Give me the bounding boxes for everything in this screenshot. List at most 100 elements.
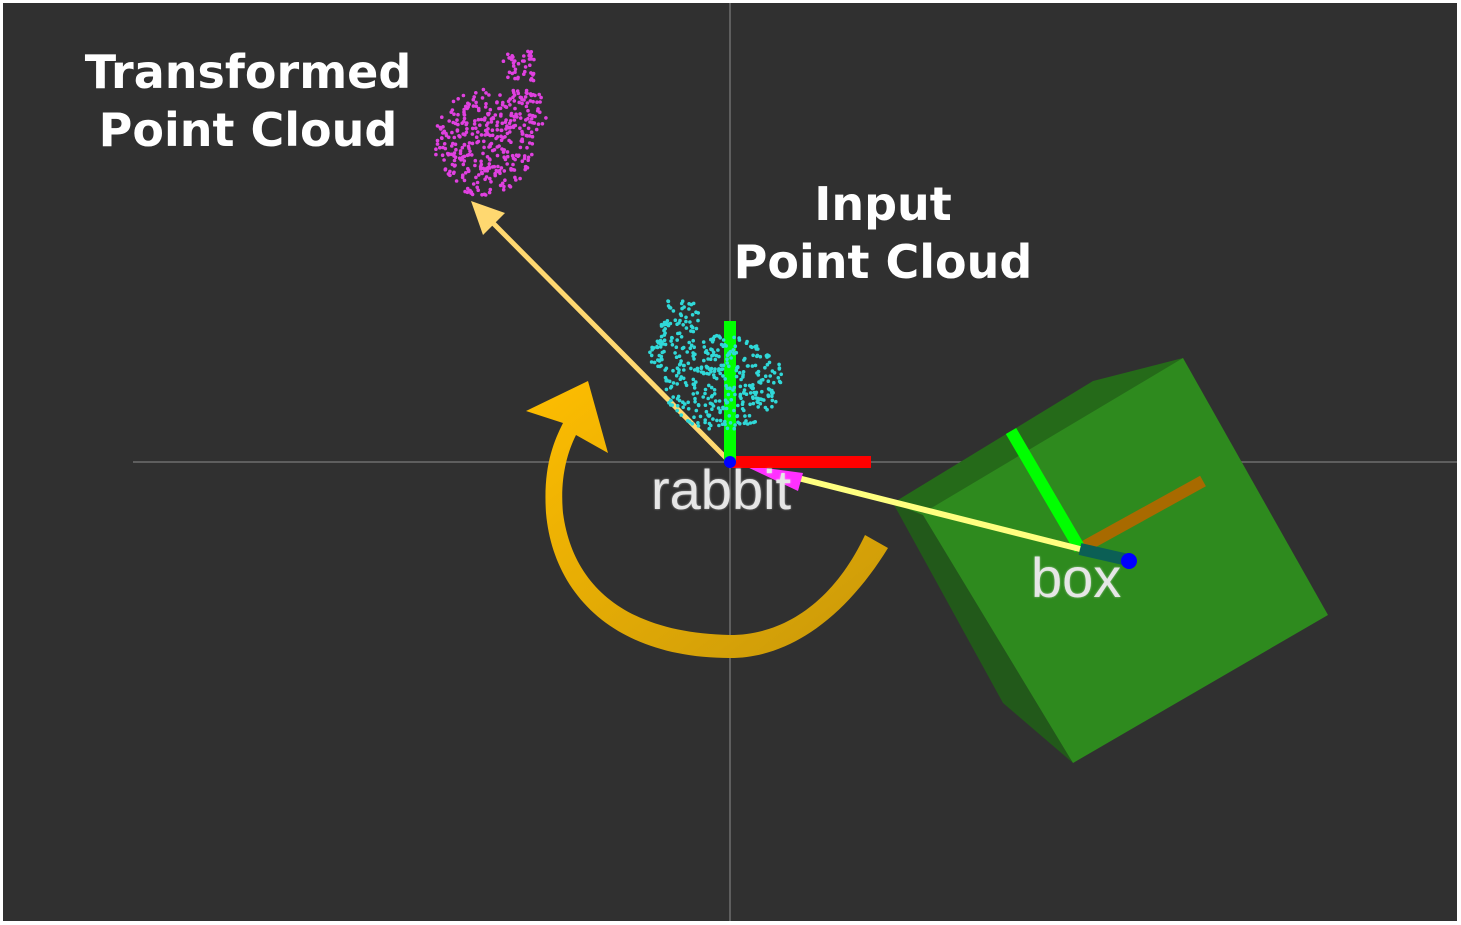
cloud-point [679,375,684,379]
cloud-point [770,404,774,409]
cloud-point [692,345,696,350]
cloud-point [435,138,440,143]
cloud-point [692,386,697,390]
translation-arrow-shaft [491,221,732,464]
cloud-point [475,180,480,185]
cloud-point [658,338,663,343]
cloud-point [495,153,500,158]
cloud-point [748,391,753,395]
cloud-point [725,361,729,365]
cloud-point [710,394,714,398]
cloud-point [529,50,534,54]
cloud-point [671,381,676,385]
rabbit-frame-label: rabbit [651,458,792,521]
cloud-point [474,175,478,180]
cloud-point [692,383,697,387]
cloud-point [708,357,713,362]
cloud-point [691,377,696,382]
cloud-point [435,142,440,146]
cloud-point [747,383,752,388]
cloud-point [737,371,742,375]
cloud-point [766,393,770,398]
cloud-point [681,400,685,405]
cloud-point [452,164,457,168]
cloud-point [718,410,722,415]
translation-arrow-head [471,201,505,235]
cloud-point [540,122,545,126]
cloud-point [446,135,451,140]
cloud-point [687,340,691,345]
cloud-point [526,126,531,131]
rviz-viewport[interactable]: Transformed Point Cloud Input Point Clou… [3,3,1457,921]
cloud-point [460,145,465,150]
cloud-point [696,424,701,428]
cloud-point [719,363,723,368]
cloud-point [712,388,717,392]
cloud-point [756,405,760,409]
cloud-point [706,357,710,361]
cloud-point [465,186,470,191]
cloud-point [704,409,709,414]
cloud-point [503,104,508,109]
cloud-point [520,97,524,102]
cloud-point [686,361,691,366]
cloud-point [682,305,686,309]
cloud-point [488,176,492,181]
cloud-point [525,145,529,150]
cloud-point [692,368,697,372]
cloud-point [462,107,466,112]
cloud-point [712,375,717,380]
cloud-point [721,374,725,378]
cloud-point [736,365,740,370]
cloud-point [470,153,474,157]
cloud-point [442,158,446,162]
cloud-point [500,103,505,107]
cloud-point [532,57,536,62]
cloud-point [495,100,499,104]
cloud-point [675,404,680,408]
cloud-point [760,389,764,394]
cloud-point [503,120,508,124]
cloud-point [713,399,718,403]
cloud-point [713,367,717,371]
cloud-point [520,159,525,163]
cloud-point [462,159,467,163]
cloud-point [706,396,710,401]
cloud-point [467,146,471,151]
cloud-point [692,357,696,361]
cloud-point [440,115,444,119]
cloud-point [528,120,532,124]
cloud-point [663,327,667,331]
cloud-point [522,72,526,76]
cloud-point [761,377,765,382]
transformed-point-cloud [434,49,548,197]
cloud-point [524,104,529,109]
cloud-point [675,338,679,342]
cloud-point [495,123,499,128]
cloud-point [738,421,742,426]
cloud-point [488,144,492,149]
cloud-point [733,423,737,427]
cloud-point [724,406,729,411]
cloud-point [536,122,541,126]
cloud-point [505,162,510,166]
cloud-point [749,344,753,349]
cloud-point [483,128,488,133]
cloud-point [720,422,725,427]
cloud-point [536,107,540,111]
cloud-point [777,362,781,367]
cloud-point [659,363,663,368]
cloud-point [527,141,532,145]
cloud-point [480,96,485,100]
cloud-point [489,180,493,184]
cloud-point [725,426,730,431]
cloud-point [711,350,716,355]
cloud-point [734,374,739,379]
cloud-point [681,345,686,350]
cloud-point [487,190,492,195]
cloud-point [460,121,465,125]
cloud-point [681,405,685,410]
cloud-point [447,119,452,123]
cloud-point [664,387,669,392]
cloud-point [522,123,527,127]
